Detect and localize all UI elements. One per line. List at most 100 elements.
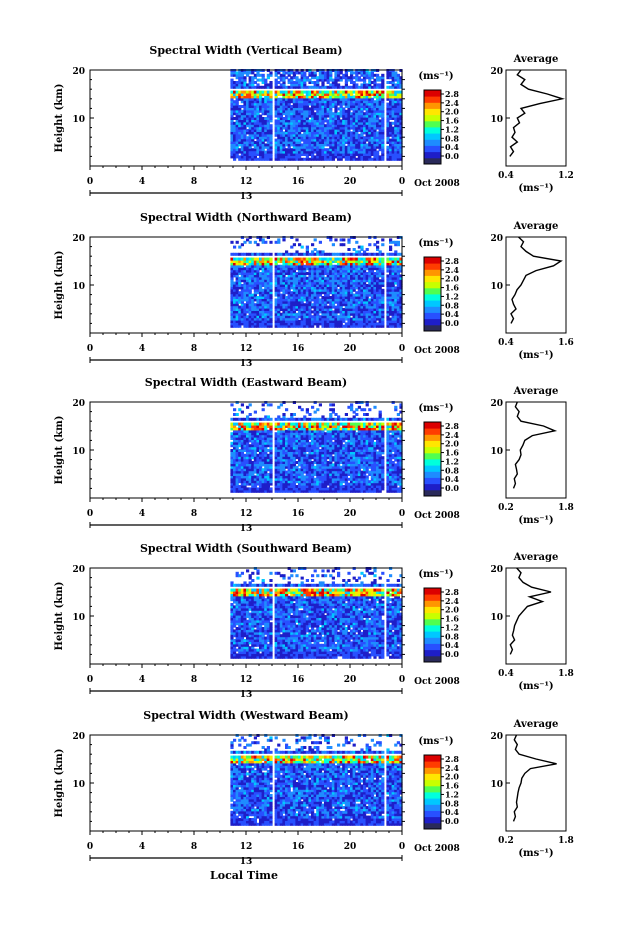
heatmap-cell bbox=[256, 138, 260, 142]
heatmap-cell bbox=[318, 298, 322, 302]
heatmap-cell bbox=[295, 267, 299, 271]
heatmap-cell bbox=[355, 143, 359, 147]
heatmap-cell bbox=[311, 317, 315, 321]
heatmap-cell bbox=[256, 100, 260, 104]
heatmap-cell bbox=[282, 276, 286, 280]
heatmap-cell bbox=[329, 112, 333, 116]
heatmap-cell bbox=[313, 262, 317, 266]
heatmap-cell bbox=[233, 148, 237, 152]
heatmap-cell bbox=[324, 90, 328, 94]
heatmap-cell bbox=[365, 114, 369, 118]
heatmap-cell bbox=[321, 90, 325, 94]
heatmap-cell bbox=[316, 150, 320, 154]
heatmap-cell bbox=[266, 107, 270, 111]
heatmap-cell bbox=[391, 100, 395, 104]
heatmap-cell bbox=[269, 262, 273, 266]
heatmap-cell bbox=[334, 73, 338, 77]
heatmap-cell bbox=[363, 138, 367, 142]
heatmap-cell bbox=[287, 73, 291, 77]
heatmap-cell bbox=[238, 141, 242, 144]
heatmap-cell bbox=[303, 252, 307, 256]
heatmap-cell bbox=[240, 269, 244, 273]
heatmap-cell bbox=[342, 300, 346, 304]
heatmap-cell bbox=[292, 269, 296, 273]
heatmap-cell bbox=[368, 107, 372, 111]
heatmap-cell bbox=[329, 71, 333, 75]
heatmap-cell bbox=[373, 109, 377, 113]
heatmap-cell bbox=[300, 73, 304, 77]
heatmap-cell bbox=[386, 155, 390, 159]
heatmap-cell bbox=[261, 150, 265, 154]
heatmap-cell bbox=[318, 279, 322, 283]
heatmap-cell bbox=[305, 324, 309, 328]
heatmap-cell bbox=[285, 324, 289, 328]
heatmap-cell bbox=[259, 257, 263, 261]
heatmap-cell bbox=[298, 269, 302, 273]
heatmap-cell bbox=[394, 124, 398, 128]
heatmap-cell bbox=[248, 281, 252, 285]
heatmap-cell bbox=[295, 119, 299, 123]
heatmap-cell bbox=[300, 322, 304, 326]
heatmap-cell bbox=[300, 267, 304, 271]
heatmap-cell bbox=[331, 100, 335, 104]
heatmap-cell bbox=[285, 252, 289, 256]
heatmap-cell bbox=[334, 274, 338, 278]
heatmap-cell bbox=[261, 291, 265, 295]
heatmap-cell bbox=[368, 150, 372, 154]
heatmap-cell bbox=[266, 114, 270, 118]
heatmap-cell bbox=[381, 126, 385, 130]
heatmap-cell bbox=[251, 310, 255, 314]
heatmap-cell bbox=[303, 305, 307, 309]
heatmap-cell bbox=[248, 114, 252, 118]
heatmap-cell bbox=[246, 322, 250, 326]
heatmap-cell bbox=[313, 150, 317, 154]
heatmap-cell bbox=[321, 317, 325, 321]
heatmap-cell bbox=[355, 97, 359, 101]
heatmap-cell bbox=[295, 109, 299, 113]
heatmap-cell bbox=[396, 145, 400, 149]
heatmap-cell bbox=[352, 269, 356, 273]
heatmap-cell bbox=[313, 279, 317, 283]
heatmap-cell bbox=[350, 284, 354, 287]
heatmap-cell bbox=[326, 284, 330, 287]
heatmap-cell bbox=[344, 324, 348, 328]
heatmap-cell bbox=[295, 114, 299, 118]
heatmap-cell bbox=[274, 150, 278, 154]
heatmap-cell bbox=[311, 145, 315, 149]
date-label: Oct 2008 bbox=[414, 346, 460, 356]
heatmap-cell bbox=[240, 85, 244, 89]
heatmap-cell bbox=[238, 260, 242, 263]
heatmap-cell bbox=[251, 90, 255, 94]
heatmap-cell bbox=[350, 85, 354, 89]
heatmap-cell bbox=[347, 119, 351, 123]
heatmap-cell bbox=[329, 93, 333, 96]
heatmap-cell bbox=[352, 141, 356, 144]
heatmap-cell bbox=[292, 276, 296, 280]
heatmap-cell bbox=[251, 274, 255, 278]
heatmap-cell bbox=[391, 129, 395, 132]
heatmap-cell bbox=[316, 257, 320, 261]
heatmap-cell bbox=[269, 308, 273, 311]
heatmap-cell bbox=[381, 105, 385, 108]
heatmap-cell bbox=[285, 71, 289, 75]
heatmap-cell bbox=[313, 131, 317, 135]
heatmap-cell bbox=[308, 291, 312, 295]
heatmap-cell bbox=[342, 291, 346, 295]
heatmap-cell bbox=[318, 274, 322, 278]
heatmap-cell bbox=[269, 126, 273, 130]
heatmap-cell bbox=[298, 322, 302, 326]
heatmap-cell bbox=[235, 150, 239, 154]
heatmap-cell bbox=[316, 288, 320, 292]
heatmap-cell bbox=[266, 322, 270, 326]
heatmap-cell bbox=[300, 129, 304, 132]
heatmap-cell bbox=[331, 267, 335, 271]
heatmap-cell bbox=[399, 112, 403, 116]
heatmap-cell bbox=[295, 317, 299, 321]
heatmap-cell bbox=[246, 114, 250, 118]
heatmap-cell bbox=[253, 133, 257, 137]
x-tick-label: 0 bbox=[399, 177, 405, 187]
heatmap-cell bbox=[238, 245, 242, 249]
heatmap-cell bbox=[339, 252, 343, 256]
heatmap-cell bbox=[352, 138, 356, 142]
heatmap-cell bbox=[339, 288, 343, 292]
